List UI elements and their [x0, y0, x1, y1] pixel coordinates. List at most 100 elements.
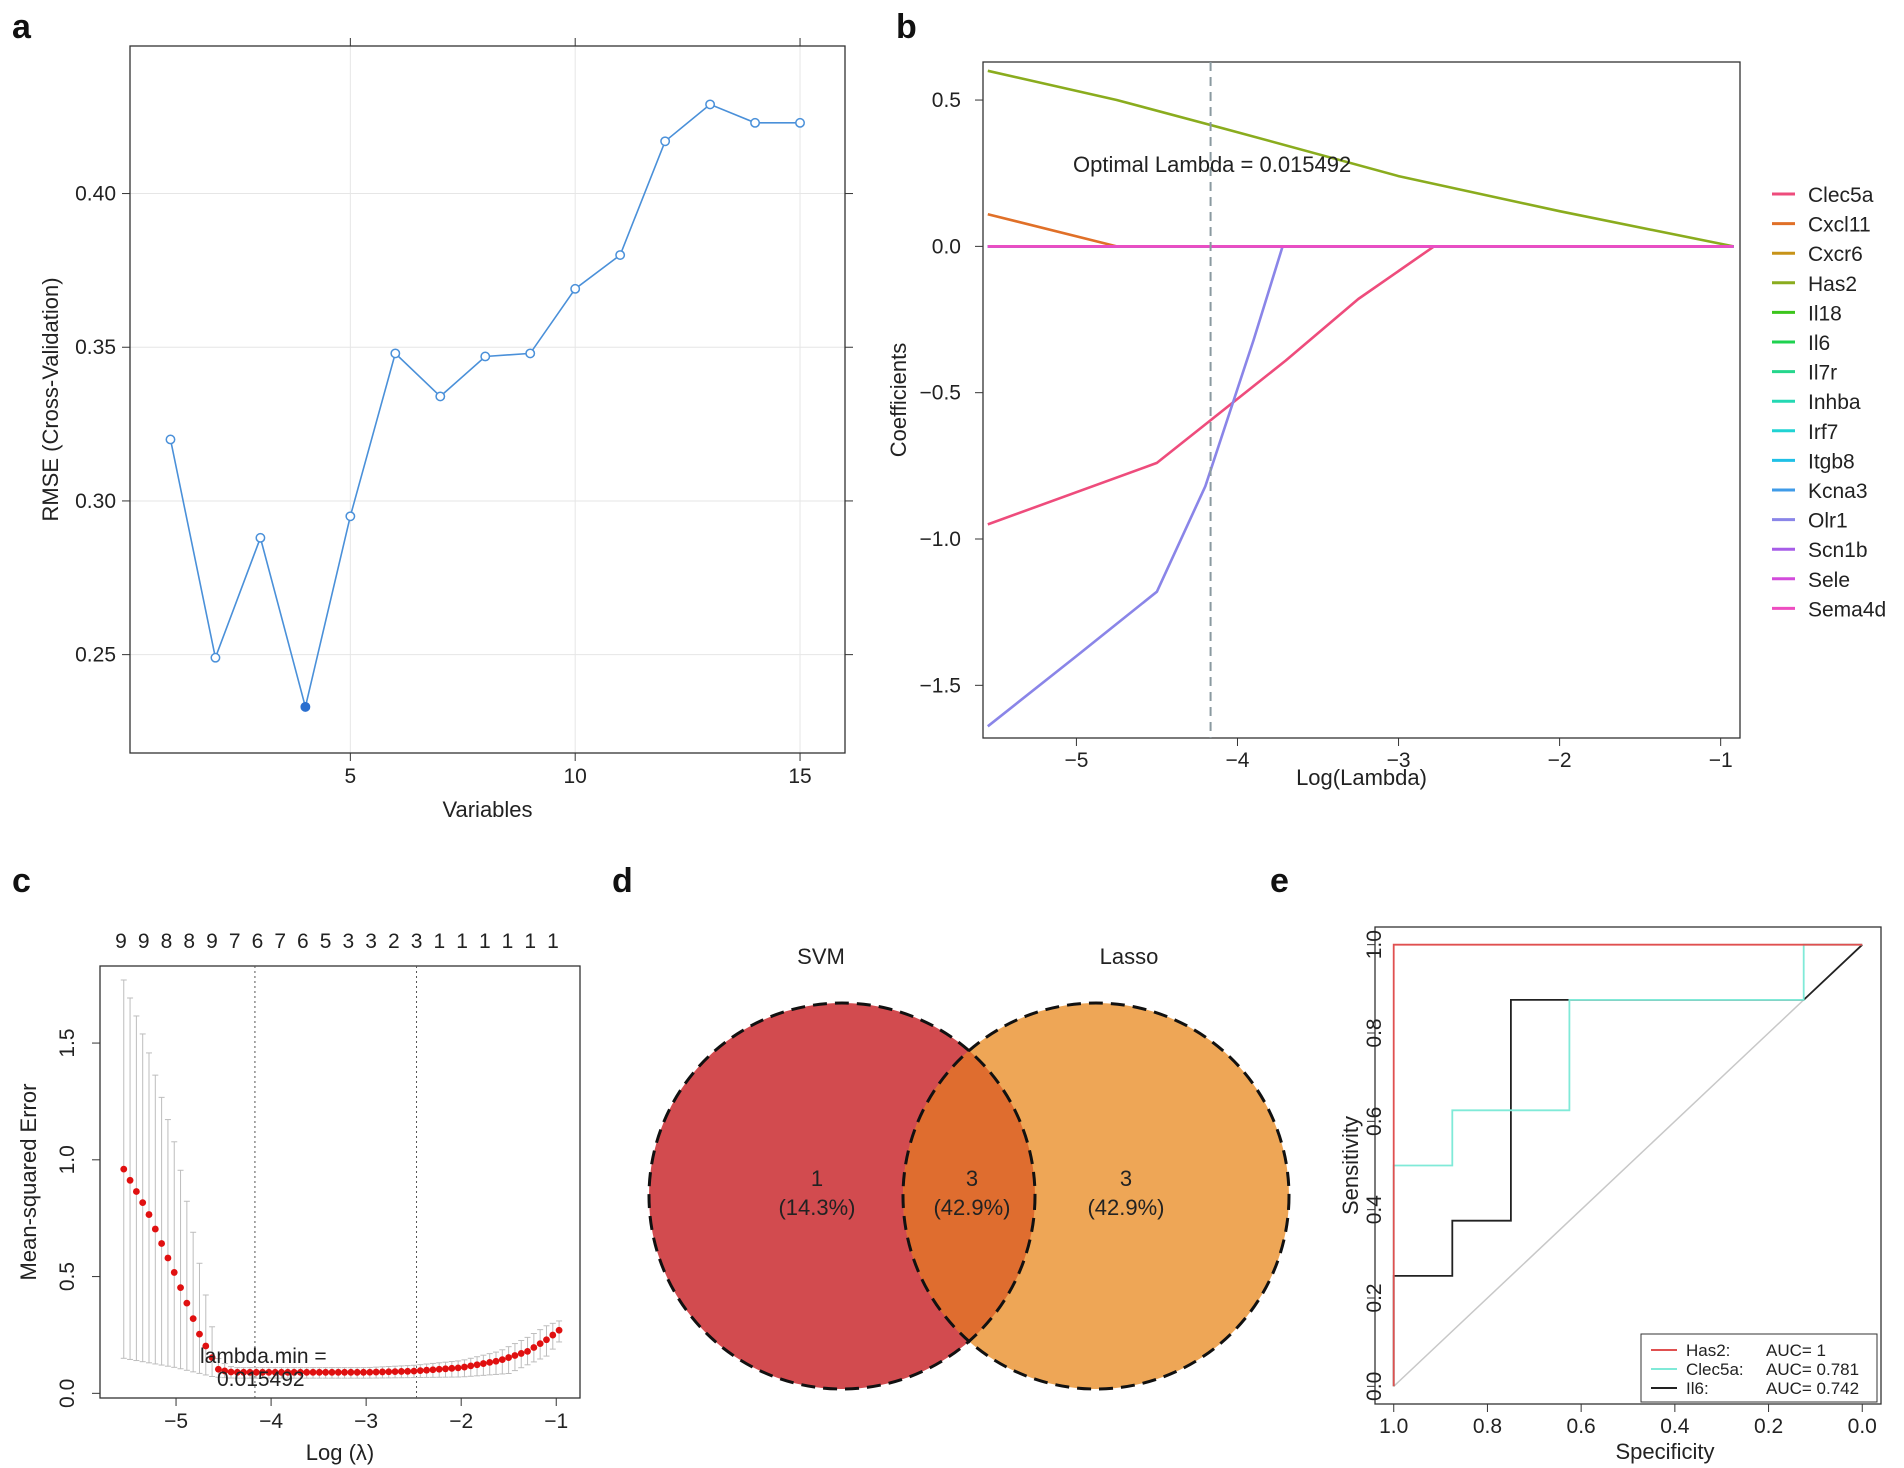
legend-label: Irf7: [1808, 421, 1838, 444]
roc-legend-box: [1640, 1333, 1878, 1403]
rmse-point: [480, 351, 491, 362]
mse-point: [448, 1364, 456, 1372]
venn-outline-lasso: [901, 1001, 1291, 1391]
top-count-label: 3: [343, 930, 355, 953]
coef-line-clec5a: [987, 245, 1734, 526]
mse-point: [334, 1368, 342, 1376]
x-tick-label: −5: [1064, 749, 1088, 772]
legend-label: Cxcr6: [1808, 243, 1863, 266]
mse-point: [208, 1354, 216, 1361]
mse-point: [353, 1368, 361, 1376]
y-tick-label: 0.35: [75, 336, 116, 359]
mse-point: [271, 1368, 279, 1376]
mse-point: [473, 1361, 481, 1369]
rmse-point: [255, 532, 266, 543]
x-tick-label: −3: [1387, 749, 1411, 772]
plot-frame: [129, 45, 846, 754]
mse-point: [290, 1368, 298, 1376]
mse-point: [246, 1368, 254, 1376]
y-tick-label: 1.5: [56, 1028, 79, 1057]
x-tick-label: 10: [564, 765, 587, 788]
panel-c-mse-chart: −5 −4 −3 −2 −10.00.51.01.59 9 8 8 9 7 6 7 6 5 3 3 2 3 1 1 1 1…: [16, 930, 581, 1465]
plot-frame: [982, 61, 1741, 739]
x-tick-label: −4: [1226, 749, 1250, 772]
legend-label: Scn1b: [1808, 539, 1868, 562]
legend-label: Clec5a:: [1686, 1360, 1744, 1379]
rmse-point: [570, 283, 581, 294]
mse-point: [524, 1347, 531, 1355]
plot-frame: [99, 965, 581, 1399]
mse-point: [309, 1368, 317, 1376]
panel-e-roc-chart: 1.0 0.8 0.6 0.4 0.2 0.0 0.0 0.2 0.4 0.6 0.8 1.0 Has2…: [1338, 926, 1882, 1464]
mse-point: [372, 1368, 380, 1376]
roc-curve-has2: [1392, 943, 1863, 1387]
roc-diagonal: [1393, 944, 1863, 1387]
mse-point: [347, 1368, 355, 1376]
mse-point: [385, 1368, 393, 1376]
x-tick-label: 0.8: [1473, 1415, 1502, 1438]
legend-label: Il18: [1808, 302, 1842, 325]
x-tick-label: −2: [449, 1410, 473, 1433]
mse-point: [404, 1367, 412, 1375]
y-tick-label: 1.0: [56, 1145, 79, 1174]
x-axis-label: Log(Lambda): [1296, 765, 1427, 790]
mse-point: [196, 1330, 203, 1338]
venn-label-lasso: Lasso: [1100, 944, 1159, 969]
mse-point: [517, 1350, 525, 1357]
mse-point: [530, 1344, 538, 1351]
x-tick-label: −1: [1709, 749, 1733, 772]
mse-point: [202, 1342, 210, 1350]
mse-point: [498, 1356, 506, 1364]
mse-point: [505, 1354, 513, 1361]
legend-auc: AUC= 0.781: [1766, 1360, 1859, 1379]
mse-point: [151, 1225, 159, 1233]
x-axis-label: Variables: [442, 797, 532, 822]
rmse-point: [300, 701, 311, 712]
mse-point: [479, 1360, 487, 1367]
mse-point: [423, 1366, 430, 1374]
mse-point: [543, 1336, 550, 1344]
y-tick-label: 0.0: [1363, 1372, 1386, 1401]
mse-point: [126, 1176, 134, 1184]
mse-point: [536, 1340, 544, 1348]
mse-point: [259, 1368, 266, 1376]
panel-label-a: a: [12, 8, 32, 46]
panel-label-e: e: [1270, 862, 1289, 900]
x-tick-label: 0.6: [1567, 1415, 1596, 1438]
top-count-label: 5: [320, 930, 332, 953]
mse-point: [227, 1368, 235, 1376]
top-count-label: 7: [274, 930, 286, 953]
mse-point: [492, 1357, 500, 1365]
legend-label: Olr1: [1808, 510, 1848, 533]
legend-label: Il7r: [1808, 362, 1837, 385]
mse-point: [379, 1368, 386, 1376]
x-tick-label: 0.2: [1754, 1415, 1783, 1438]
legend-auc: AUC= 0.742: [1766, 1379, 1859, 1398]
rmse-point: [435, 391, 446, 402]
mse-point: [158, 1240, 166, 1247]
panel-a-rmse-chart: 5 10 15 0.25 0.30 0.35 0.40 Variables RMSE (Cros…: [38, 38, 853, 822]
rmse-point: [750, 117, 761, 128]
mse-point: [278, 1368, 285, 1376]
rmse-point: [660, 136, 671, 147]
mse-point: [240, 1368, 248, 1376]
top-count-label: 1: [502, 930, 514, 953]
y-tick-label: 0.6: [1363, 1107, 1386, 1136]
y-tick-label: 0.25: [75, 644, 116, 667]
mse-point: [429, 1366, 437, 1374]
rmse-point: [705, 99, 716, 110]
mse-point: [341, 1368, 348, 1376]
top-count-label: 3: [411, 930, 423, 953]
x-tick-label: −5: [164, 1410, 188, 1433]
panel-label-c: c: [12, 862, 31, 900]
mse-point: [511, 1352, 519, 1359]
top-count-label: 1: [524, 930, 536, 953]
mse-point: [170, 1269, 178, 1276]
y-tick-label: −0.5: [920, 382, 961, 405]
rmse-point: [165, 434, 176, 445]
mse-point: [214, 1365, 222, 1373]
mse-point: [183, 1299, 191, 1307]
venn-region-count: 3: [966, 1166, 978, 1191]
legend-label: Itgb8: [1808, 450, 1855, 473]
top-count-label: 9: [138, 930, 150, 953]
